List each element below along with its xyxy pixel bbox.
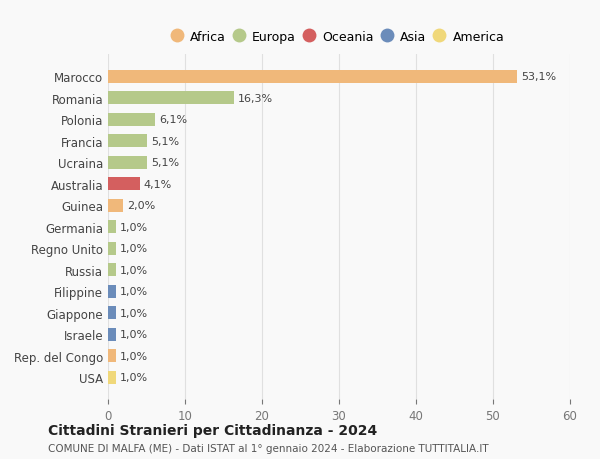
Bar xyxy=(108,178,140,191)
Text: 53,1%: 53,1% xyxy=(521,72,556,82)
Text: 2,0%: 2,0% xyxy=(127,201,155,211)
Text: 16,3%: 16,3% xyxy=(238,94,272,104)
Text: 1,0%: 1,0% xyxy=(119,351,148,361)
Bar xyxy=(108,285,116,298)
Text: 1,0%: 1,0% xyxy=(119,244,148,254)
Text: 1,0%: 1,0% xyxy=(119,265,148,275)
Bar xyxy=(108,328,116,341)
Bar xyxy=(108,157,147,169)
Text: 1,0%: 1,0% xyxy=(119,308,148,318)
Bar xyxy=(108,135,147,148)
Text: 5,1%: 5,1% xyxy=(151,158,179,168)
Text: 5,1%: 5,1% xyxy=(151,136,179,146)
Text: 1,0%: 1,0% xyxy=(119,330,148,339)
Bar xyxy=(108,263,116,276)
Bar xyxy=(108,221,116,234)
Text: 1,0%: 1,0% xyxy=(119,286,148,297)
Bar xyxy=(108,71,517,84)
Bar xyxy=(108,371,116,384)
Text: 6,1%: 6,1% xyxy=(159,115,187,125)
Bar xyxy=(108,92,233,105)
Text: 1,0%: 1,0% xyxy=(119,222,148,232)
Text: 4,1%: 4,1% xyxy=(143,179,172,189)
Bar xyxy=(108,242,116,255)
Bar xyxy=(108,307,116,319)
Bar xyxy=(108,349,116,362)
Legend: Africa, Europa, Oceania, Asia, America: Africa, Europa, Oceania, Asia, America xyxy=(170,27,508,47)
Text: COMUNE DI MALFA (ME) - Dati ISTAT al 1° gennaio 2024 - Elaborazione TUTTITALIA.I: COMUNE DI MALFA (ME) - Dati ISTAT al 1° … xyxy=(48,443,488,453)
Bar xyxy=(108,113,155,127)
Text: Cittadini Stranieri per Cittadinanza - 2024: Cittadini Stranieri per Cittadinanza - 2… xyxy=(48,423,377,437)
Text: 1,0%: 1,0% xyxy=(119,372,148,382)
Bar xyxy=(108,199,124,212)
